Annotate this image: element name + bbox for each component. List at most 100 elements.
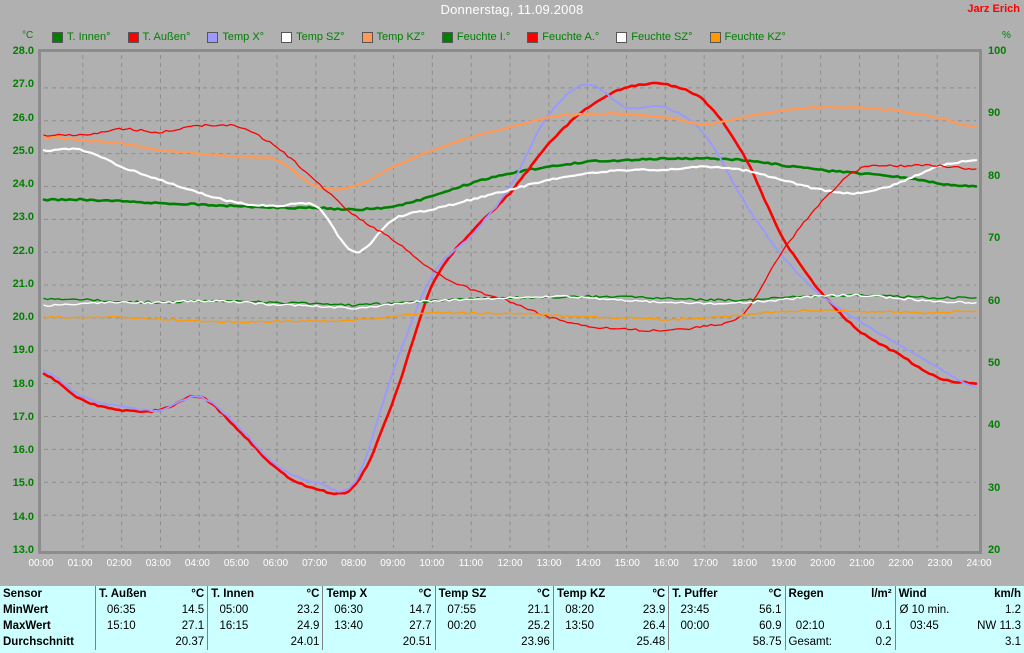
y-axis-right-tick-label: 20 [988, 544, 1001, 556]
y-axis-left-tick-label: 18.0 [12, 377, 34, 390]
table-row-label: Durchschnitt [3, 636, 74, 648]
table-row: Durchschnitt 20.37 24.01 20.51 23.96 25.48 58.… [0, 634, 1024, 650]
table-cell: 06:35 [95, 602, 147, 618]
legend-label: Temp KZ° [376, 31, 425, 43]
table-cell: 24.9 [297, 620, 320, 632]
legend-swatch-icon [281, 31, 293, 43]
page-title: Donnerstag, 11.09.2008 [440, 2, 584, 17]
summary-table: Sensor T. Außen °C T. Innen °C Temp X °C Temp S… [0, 586, 1024, 653]
table-cell: 07:55 [434, 602, 489, 618]
legend-swatch-icon [616, 31, 628, 43]
legend-label: Temp SZ° [296, 31, 345, 43]
chart-svg [42, 54, 978, 549]
series-line [42, 105, 978, 191]
legend-swatch-icon [207, 31, 219, 43]
legend-swatch-icon [127, 31, 139, 43]
y-axis-left-tick-label: 28.0 [12, 45, 34, 57]
series-line [42, 147, 978, 254]
table-cell: Ø 10 min. [894, 602, 954, 618]
legend-item: Temp SZ° [281, 31, 345, 43]
table-cell: 58.75 [752, 636, 782, 648]
y-axis-left-tick-label: 26.0 [12, 111, 34, 124]
legend-item: Feuchte KZ° [709, 31, 786, 43]
x-axis-tick-label: 09:00 [380, 558, 406, 569]
x-axis-tick-label: 10:00 [419, 558, 445, 569]
legend-item: Temp X° [207, 31, 264, 43]
table-cell: °C [418, 588, 432, 600]
x-axis-tick-label: 06:00 [262, 558, 289, 569]
x-axis-tick-label: 08:00 [341, 558, 367, 569]
table-cell: 06:30 [322, 602, 374, 618]
legend-label: T. Außen° [142, 31, 191, 43]
table-cell [894, 634, 954, 650]
x-axis-tick-label: 23:00 [927, 558, 953, 569]
table-cell: Temp X [322, 586, 374, 602]
legend-label: Feuchte I.° [456, 31, 511, 43]
table-cell: 00:20 [434, 618, 489, 634]
table-row-label: MaxWert [3, 620, 51, 632]
table-cell: 02:10 [784, 618, 835, 634]
table-cell: 56.1 [759, 604, 782, 616]
table-cell [434, 634, 489, 650]
table-cell: 15:10 [95, 618, 147, 634]
table-row-label: MinWert [3, 604, 49, 616]
table-cell: T. Innen [207, 586, 260, 602]
table-cell [207, 634, 260, 650]
x-axis-tick-label: 07:00 [302, 558, 328, 569]
table-cell [95, 634, 147, 650]
x-axis-tick-label: 02:00 [106, 558, 132, 569]
table-cell: T. Außen [95, 586, 147, 602]
legend-label: Feuchte A.° [542, 31, 600, 43]
table-cell: 13:50 [552, 618, 606, 634]
x-axis-tick-label: 04:00 [184, 558, 210, 569]
x-axis-tick-label: 24:00 [966, 558, 992, 569]
table-cell: 0.1 [875, 620, 892, 632]
x-axis-tick-label: 03:00 [145, 558, 171, 569]
x-axis-tick-label: 22:00 [888, 558, 914, 569]
series-line [43, 123, 977, 332]
table-cell [784, 602, 835, 618]
table-cell: 13:40 [322, 618, 374, 634]
table-cell [552, 634, 606, 650]
legend-swatch-icon [709, 31, 721, 43]
y-axis-left-tick-label: 13.0 [12, 544, 34, 556]
y-axis-left-tick-label: 19.0 [12, 344, 34, 357]
table-cell: 26.4 [642, 620, 666, 632]
x-axis-tick-label: 16:00 [653, 558, 679, 569]
table-cell: Regen [784, 586, 835, 602]
legend-swatch-icon [52, 31, 63, 43]
table-cell: l/m² [871, 588, 892, 600]
y-axis-right-tick-label: 100 [988, 45, 1007, 57]
table-row: Sensor T. Außen °C T. Innen °C Temp X °C Temp S… [0, 586, 1024, 602]
y-axis-right-tick-label: 70 [988, 232, 1001, 245]
table-cell: 3.1 [1005, 636, 1021, 648]
series-line [42, 156, 978, 212]
x-axis-tick-label: 13:00 [536, 558, 562, 569]
author-label: Jarz Erich [967, 3, 1020, 15]
table-cell: T. Puffer [668, 586, 721, 602]
table-cell: 25.48 [636, 636, 666, 648]
legend-item: Feuchte I.° [441, 31, 511, 43]
table-cell: 25.2 [527, 620, 550, 632]
table-cell: 23.2 [297, 604, 320, 616]
x-axis-tick-label: 20:00 [810, 558, 836, 569]
legend-label: Temp X° [222, 31, 265, 43]
table-cell: 21.1 [527, 604, 550, 616]
y-axis-left-tick-label: 14.0 [12, 510, 34, 523]
table-cell: 14.5 [181, 604, 205, 616]
table-cell: Temp KZ [552, 586, 606, 602]
x-axis-tick-label: 05:00 [223, 558, 249, 569]
table-cell: 05:00 [207, 602, 260, 618]
table-cell: Gesamt: [784, 634, 835, 650]
y-axis-right-tick-label: 50 [988, 356, 1001, 369]
table-cell: 27.7 [409, 620, 432, 632]
y-axis-left-tick-label: 21.0 [12, 277, 34, 290]
y-axis-left-tick-label: 22.0 [12, 244, 34, 257]
table-cell: 23.96 [521, 636, 550, 648]
y-axis-right-tick-label: 80 [988, 169, 1001, 182]
table-cell: km/h [994, 588, 1021, 600]
table-cell: Wind [894, 586, 954, 602]
table-cell: °C [537, 588, 550, 600]
table-cell: 14.7 [409, 604, 432, 616]
